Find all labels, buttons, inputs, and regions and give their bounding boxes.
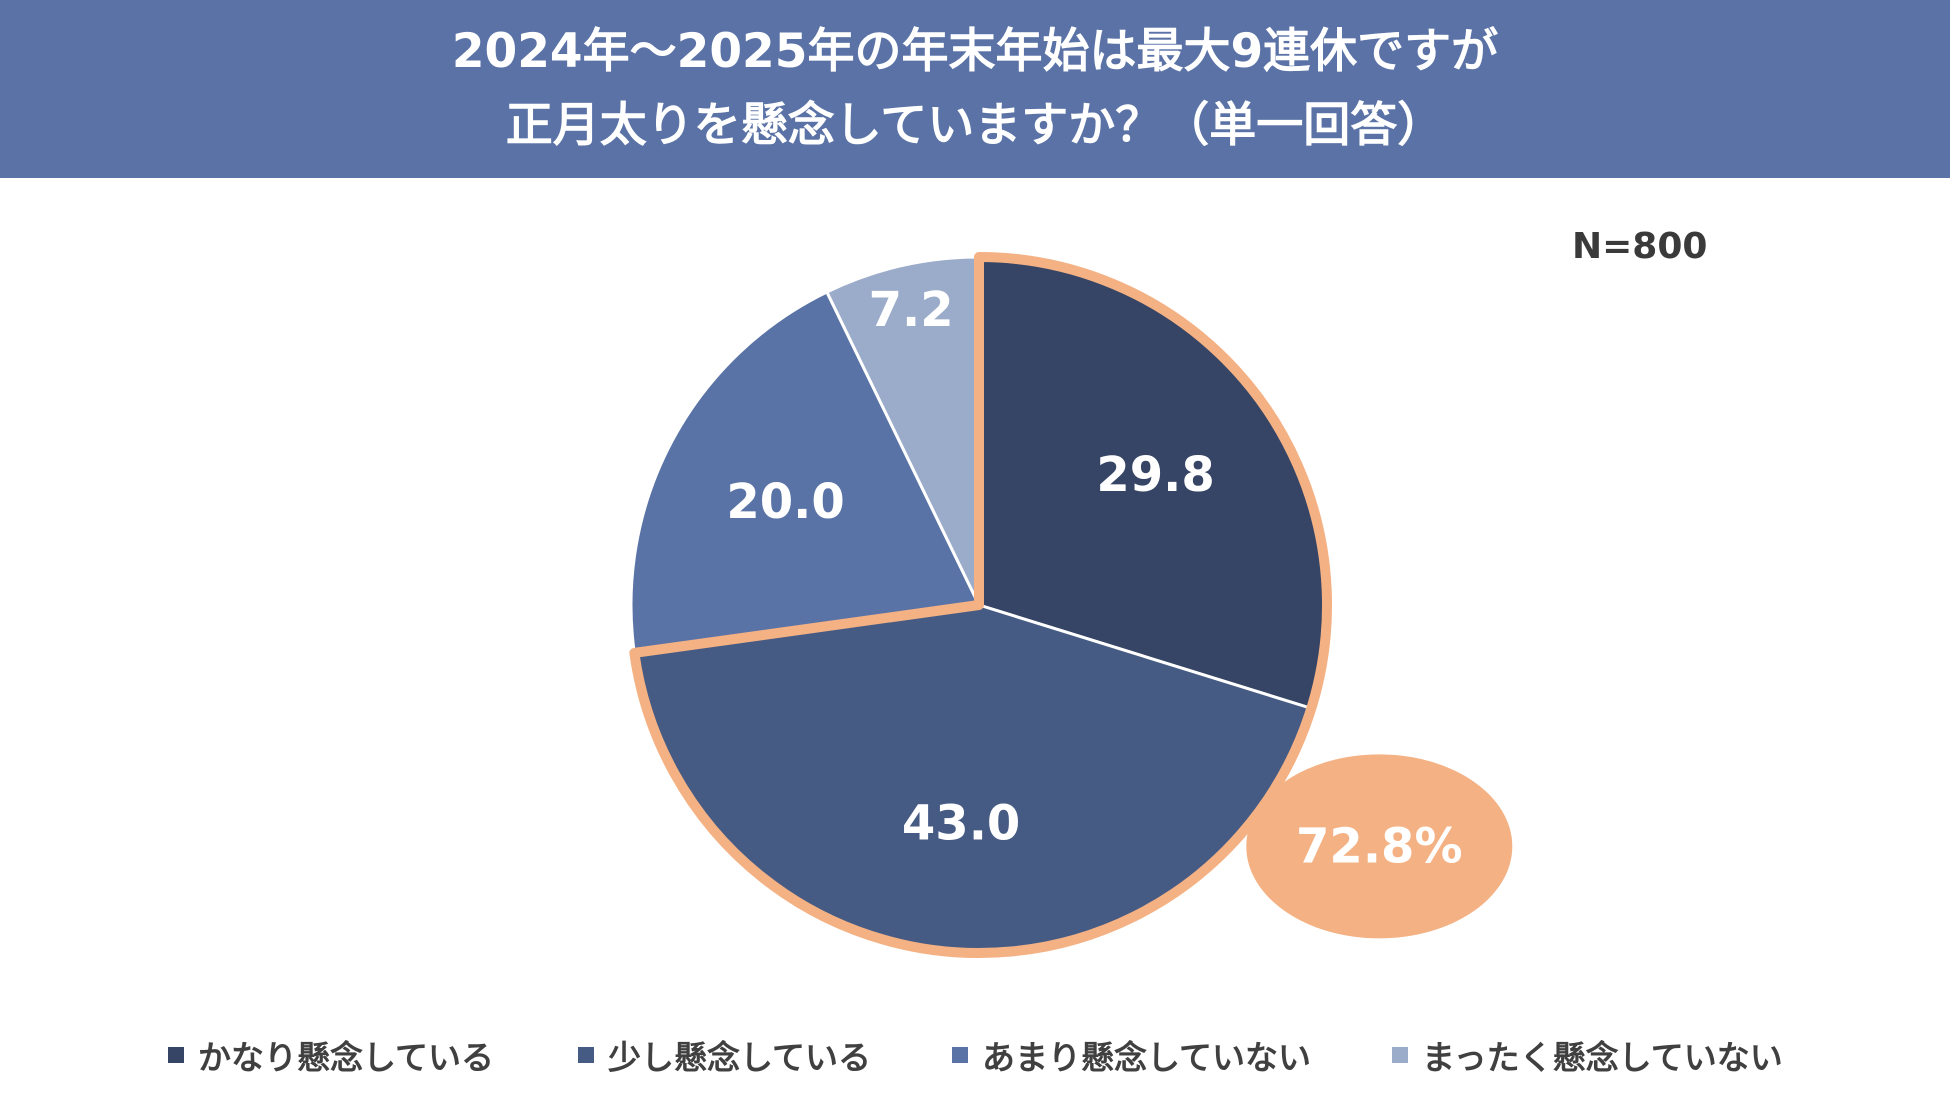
highlight-outline	[629, 252, 1332, 958]
legend-swatch-3	[952, 1047, 968, 1063]
highlight-label: 72.8%	[1296, 818, 1463, 874]
pie-chart: 29.8 43.0 20.0 7.2 72.8%	[629, 252, 1513, 958]
pie-slice-3	[629, 290, 982, 655]
legend-swatch-2	[578, 1047, 594, 1063]
pie-slice-4	[824, 255, 981, 606]
sample-size-label: N=800	[1572, 226, 1708, 267]
legend-label-3: あまり懸念していない	[982, 1038, 1312, 1077]
title-banner: 2024年～2025年の年末年始は最大9連休ですが 正月太りを懸念していますか？…	[0, 0, 1950, 178]
chart-title-line-1: 2024年～2025年の年末年始は最大9連休ですが	[451, 24, 1499, 79]
chart-title-line-2: 正月太りを懸念していますか？（単一回答）	[505, 98, 1445, 153]
legend-item-4: まったく懸念していない	[1392, 1030, 1783, 1080]
chart-legend: かなり懸念している 少し懸念している あまり懸念していない まったく懸念していない	[0, 1030, 1950, 1080]
slice-value-label-4: 7.2	[869, 282, 954, 338]
legend-label-1: かなり懸念している	[198, 1038, 495, 1077]
slice-value-label-2: 43.0	[902, 796, 1020, 852]
legend-label-2: 少し懸念している	[608, 1038, 872, 1077]
legend-item-3: あまり懸念していない	[952, 1030, 1311, 1080]
slice-value-label-3: 20.0	[726, 474, 844, 530]
pie-slices	[629, 255, 1329, 955]
legend-item-2: 少し懸念している	[578, 1030, 871, 1080]
legend-swatch-4	[1392, 1047, 1408, 1063]
slice-value-label-1: 29.8	[1096, 447, 1214, 503]
highlight-bubble	[1246, 754, 1513, 939]
legend-item-1: かなり懸念している	[168, 1030, 494, 1080]
legend-label-4: まったく懸念していない	[1422, 1038, 1783, 1077]
pie-value-labels: 29.8 43.0 20.0 7.2	[726, 282, 1214, 852]
legend-swatch-1	[168, 1047, 184, 1063]
